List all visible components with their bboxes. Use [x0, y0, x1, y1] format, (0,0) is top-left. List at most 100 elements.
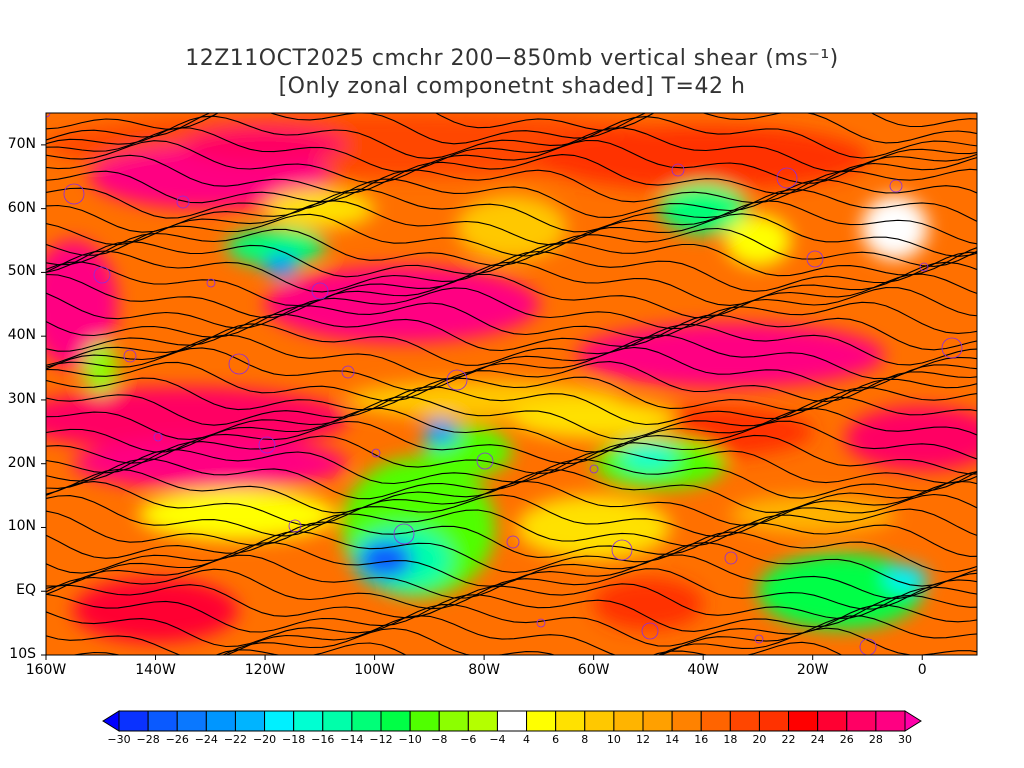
shear-region — [264, 265, 540, 343]
streamline — [70, 627, 977, 655]
streamline — [46, 287, 977, 330]
streamline — [46, 346, 977, 392]
colorbar-swatch — [351, 710, 382, 732]
shear-region — [264, 253, 298, 279]
y-tick-label: 60N — [7, 199, 36, 216]
contour — [776, 167, 798, 189]
contour — [371, 448, 381, 458]
contour — [754, 634, 764, 644]
streamline — [46, 604, 977, 648]
contour — [63, 183, 85, 205]
x-tick-label: 120W — [244, 662, 286, 678]
streamline — [46, 568, 977, 610]
colorbar-swatch — [380, 710, 411, 732]
contour — [536, 618, 546, 628]
contour — [919, 262, 929, 272]
contour — [589, 464, 599, 474]
streamline — [46, 261, 977, 307]
colorbar-label: −10 — [398, 733, 422, 746]
colorbar-swatch — [875, 710, 906, 732]
colorbar-label: −4 — [489, 733, 506, 746]
shear-region — [576, 323, 885, 388]
colorbar-label: 8 — [581, 733, 589, 746]
colorbar-swatch — [700, 710, 731, 732]
shear-region — [46, 240, 118, 369]
shear-region — [593, 578, 704, 630]
contour — [611, 539, 633, 561]
x-tick-label: 100W — [354, 662, 395, 678]
colorbar-label: −12 — [369, 733, 393, 746]
colorbar-label: 6 — [552, 733, 560, 746]
streamline — [46, 334, 977, 380]
streamline — [46, 458, 977, 500]
streamline — [46, 407, 977, 453]
x-tick-label: 0 — [917, 662, 927, 678]
contour — [671, 163, 685, 177]
shear-region — [138, 489, 337, 541]
streamline — [46, 493, 977, 538]
colorbar-label: 4 — [523, 733, 531, 746]
streamline — [46, 115, 977, 159]
colorbar-swatch — [438, 710, 469, 732]
colorbar-label: 24 — [810, 733, 825, 746]
contour — [393, 523, 415, 545]
colorbar-swatch — [613, 710, 644, 732]
colorbar-swatch — [322, 710, 353, 732]
shear-region — [883, 565, 928, 592]
streamline — [46, 250, 977, 293]
shear-region — [538, 125, 869, 190]
colorbar-label: −16 — [311, 733, 335, 746]
streamline — [46, 154, 977, 195]
colorbar-label: −24 — [194, 733, 218, 746]
map-frame — [45, 112, 978, 656]
contour — [476, 452, 494, 470]
colorbar-label: 28 — [868, 733, 883, 746]
shear-region — [358, 540, 414, 579]
colorbar-label: 12 — [636, 733, 650, 746]
colorbar-label: 16 — [694, 733, 709, 746]
y-tick-label: 30N — [7, 390, 36, 407]
streamline — [46, 468, 977, 514]
contour — [941, 337, 963, 359]
contour — [123, 349, 137, 363]
shear-region — [46, 387, 348, 452]
streamline — [46, 113, 977, 131]
y-tick-label: 20N — [7, 454, 36, 471]
colorbar-swatch — [671, 710, 702, 732]
streamline — [46, 313, 977, 352]
streamline — [46, 593, 977, 633]
shear-region — [724, 214, 791, 267]
contour — [341, 365, 355, 379]
shear-region — [845, 406, 977, 471]
contour — [228, 353, 250, 375]
shear-region — [423, 419, 457, 445]
colorbar-swatch — [205, 710, 236, 732]
colorbar-label: −20 — [252, 733, 277, 746]
shear-region — [861, 195, 928, 260]
shear-region — [511, 399, 677, 439]
colorbar-label: 18 — [723, 733, 738, 746]
colorbar-label: −18 — [282, 733, 306, 746]
streamline — [46, 188, 977, 233]
colorbar-label: 14 — [665, 733, 680, 746]
x-tick-label: 40W — [687, 662, 720, 678]
y-tick-label: 70N — [7, 135, 36, 152]
colorbar-swatch — [176, 710, 207, 732]
contour — [311, 282, 329, 300]
contour — [258, 436, 276, 454]
colorbar-swatch — [555, 710, 586, 732]
colorbar-swatch — [584, 710, 615, 732]
contour — [153, 432, 163, 442]
colorbar-swatch — [147, 710, 178, 732]
colorbar-swatch — [118, 710, 149, 732]
streamline — [46, 434, 977, 475]
colorbar-swatch — [293, 710, 324, 732]
streamline — [46, 480, 977, 526]
colorbar-label: −22 — [223, 733, 248, 746]
colorbar-swatch — [467, 710, 498, 732]
colorbar-label: −6 — [460, 733, 477, 746]
colorbar-swatch — [817, 710, 848, 732]
colorbar-label: 10 — [606, 733, 621, 746]
contour — [446, 369, 468, 391]
